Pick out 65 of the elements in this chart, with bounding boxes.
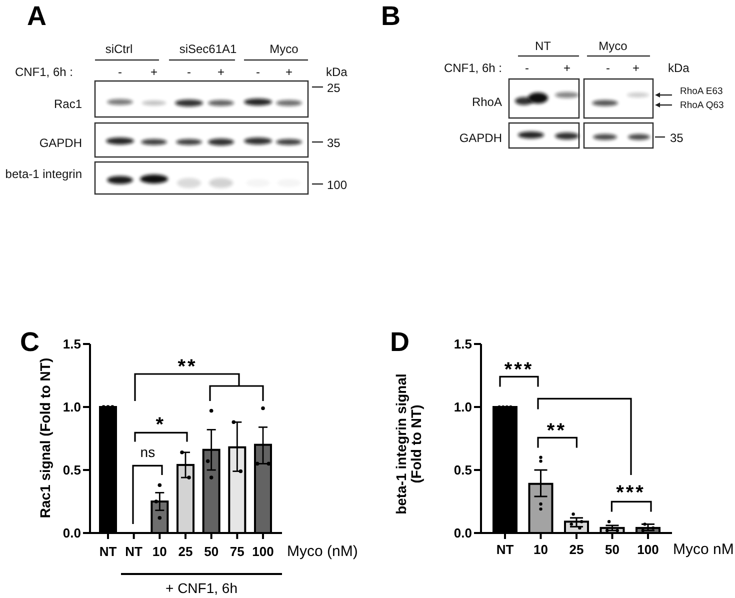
x-tick-label: 100 (637, 542, 659, 557)
chart-title: C (20, 327, 40, 357)
chart-title: D (390, 327, 410, 357)
annotation: *** (504, 359, 534, 381)
y-tick-label: 0.5 (454, 462, 472, 478)
text: Rac1 (54, 97, 82, 111)
text: CNF1, 6h : (444, 61, 502, 75)
y-tick-label: 1.5 (62, 336, 81, 352)
x-tick-label: 100 (252, 544, 274, 559)
text: - (606, 61, 610, 75)
x-axis-title: Myco (nM) (287, 543, 358, 560)
text: 100 (327, 178, 348, 192)
y-axis-title: beta-1 integrin signal (Fold to NT) (393, 374, 424, 514)
text: Myco (598, 39, 628, 53)
text: kDa (668, 61, 690, 75)
y-tick-label: 1.0 (62, 400, 81, 414)
text: NT (535, 39, 552, 53)
text: RhoA E63 (680, 86, 723, 97)
text: + CNF1, 6h (166, 580, 238, 596)
text: + (563, 61, 571, 75)
text: kDa (326, 65, 348, 79)
text: - (256, 65, 260, 79)
text: + (632, 61, 640, 75)
text: - (187, 65, 191, 79)
text: - (118, 65, 122, 79)
x-axis-title: Myco nM (673, 541, 734, 558)
annotation: ** (178, 356, 198, 378)
text: + (150, 65, 158, 79)
text: - (525, 61, 529, 75)
text: siCtrl (105, 42, 133, 56)
text: RhoA Q63 (680, 100, 724, 111)
text: A (27, 1, 46, 31)
text: 25 (327, 81, 341, 95)
x-tick-label: NT (125, 544, 143, 559)
y-axis-title: Rac1 signal (Fold to NT) (37, 358, 53, 518)
y-tick-label: 0.0 (454, 526, 472, 540)
text: CNF1, 6h : (14, 65, 73, 79)
x-tick-label: 10 (152, 544, 167, 559)
annotation: * (156, 414, 166, 436)
text: 35 (670, 131, 684, 145)
x-tick-label: 25 (569, 542, 584, 557)
x-tick-label: 50 (605, 542, 620, 557)
text: + (217, 65, 225, 79)
x-tick-label: 25 (178, 544, 193, 559)
y-tick-label: 1.5 (454, 336, 472, 352)
text: GAPDH (459, 131, 502, 145)
annotation: *** (616, 482, 646, 504)
x-tick-label: 50 (204, 544, 219, 559)
text: siSec61A1 (179, 42, 238, 56)
y-tick-label: 0.0 (62, 526, 81, 540)
text: + (285, 65, 293, 79)
text: B (381, 1, 400, 31)
x-tick-label: NT (496, 542, 514, 557)
text: 35 (327, 136, 341, 150)
x-tick-label: NT (99, 544, 117, 559)
annotation: ** (546, 420, 566, 442)
x-tick-label: 10 (534, 542, 548, 557)
text: Myco (270, 42, 299, 56)
text: beta-1 integrin (5, 167, 82, 181)
text: RhoA (472, 95, 502, 109)
text: GAPDH (39, 136, 82, 150)
annotation: ns (140, 444, 156, 460)
x-tick-label: 75 (230, 544, 244, 559)
y-tick-label: 0.5 (62, 462, 81, 478)
y-tick-label: 1.0 (454, 400, 472, 414)
